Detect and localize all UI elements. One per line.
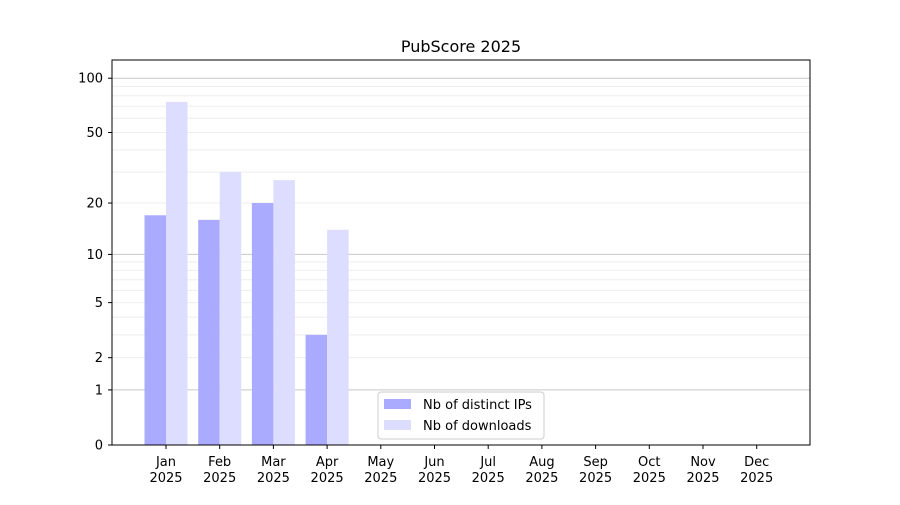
y-tick-label: 1 bbox=[95, 383, 103, 398]
bar-distinct-ips bbox=[198, 219, 220, 445]
legend-label-downloads: Nb of downloads bbox=[423, 419, 532, 434]
plot-frame bbox=[111, 59, 811, 446]
legend-label-ips: Nb of distinct IPs bbox=[423, 398, 532, 413]
bar-distinct-ips bbox=[305, 334, 328, 445]
x-tick-label: Jan 2025 bbox=[149, 455, 182, 486]
bar-distinct-ips bbox=[144, 215, 166, 445]
y-tick-label: 5 bbox=[95, 296, 103, 311]
x-tick-label: Aug 2025 bbox=[525, 455, 558, 486]
y-tick-label: 50 bbox=[86, 126, 103, 141]
x-tick-label: Nov 2025 bbox=[686, 455, 719, 486]
x-tick-label: Jul 2025 bbox=[472, 455, 505, 486]
x-tick-label: Sep 2025 bbox=[579, 455, 612, 486]
y-tick-label: 0 bbox=[95, 439, 103, 454]
x-tick-label: Jun 2025 bbox=[418, 455, 451, 486]
bar-downloads bbox=[273, 180, 295, 445]
y-tick-label: 100 bbox=[78, 72, 103, 87]
x-tick-label: Apr 2025 bbox=[311, 455, 344, 486]
bar-downloads bbox=[327, 229, 349, 445]
x-tick-label: Mar 2025 bbox=[257, 455, 290, 486]
y-tick-label: 2 bbox=[95, 351, 103, 366]
x-tick-label: May 2025 bbox=[364, 455, 397, 486]
bar-downloads bbox=[166, 101, 188, 445]
x-tick-label: Oct 2025 bbox=[633, 455, 666, 486]
legend-frame bbox=[377, 391, 545, 440]
chart-title: PubScore 2025 bbox=[401, 37, 521, 56]
bar-downloads bbox=[219, 172, 242, 445]
x-tick-label: Dec 2025 bbox=[740, 455, 773, 486]
legend-swatch-downloads bbox=[384, 420, 411, 430]
x-tick-label: Feb 2025 bbox=[203, 455, 236, 486]
legend: Nb of distinct IPs Nb of downloads bbox=[377, 391, 545, 440]
bar-distinct-ips bbox=[251, 203, 274, 445]
y-tick-label: 10 bbox=[86, 248, 103, 263]
legend-swatch-ips bbox=[384, 399, 411, 409]
y-tick-label: 20 bbox=[86, 197, 103, 212]
